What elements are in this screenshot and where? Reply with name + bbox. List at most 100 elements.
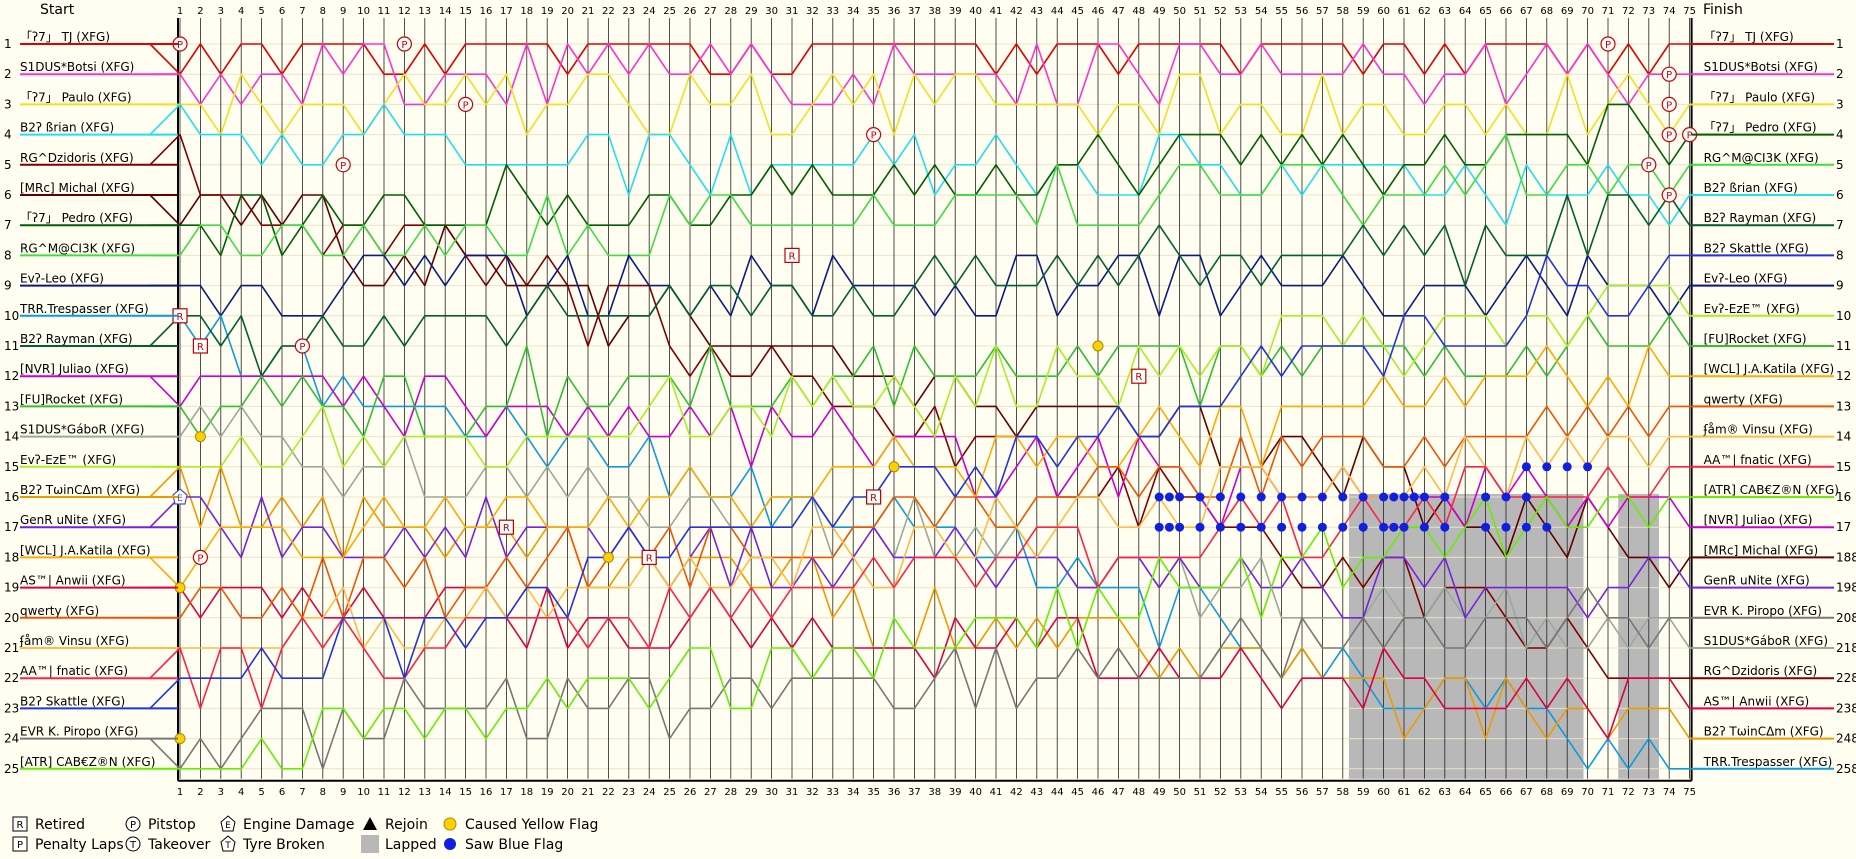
retired-marker-label: R <box>870 493 877 504</box>
lapped-region <box>1348 493 1584 779</box>
blue-flag-dot <box>1215 492 1225 502</box>
lap-tick-top: 56 <box>1296 6 1309 17</box>
pitstop-marker-label: P <box>1605 40 1611 51</box>
lap-tick-top: 23 <box>622 6 635 17</box>
blue-flag-dot <box>1277 492 1287 502</box>
lap-tick-bottom: 21 <box>582 787 595 798</box>
lap-tick-bottom: 60 <box>1377 787 1390 798</box>
finish-position-number: 17 <box>1836 520 1851 534</box>
pitstop-marker-label: P <box>1666 70 1672 81</box>
pitstop-marker-label: P <box>1687 131 1693 142</box>
lap-tick-top: 45 <box>1071 6 1084 17</box>
legend-symbol <box>363 817 377 830</box>
blue-flag-dot <box>1317 492 1327 502</box>
blue-flag-dot <box>1175 492 1185 502</box>
retired-marker <box>1131 368 1147 384</box>
finish-driver-name: 「ʔ7」 TJ (XFG) <box>1704 30 1794 44</box>
blue-flag-dot <box>1501 492 1511 502</box>
start-position-number: 25 <box>4 762 19 776</box>
blue-flag-dot <box>1419 522 1429 532</box>
lap-tick-top: 32 <box>806 6 819 17</box>
legend-label: Takeover <box>147 837 210 853</box>
blue-flag-dot <box>1521 462 1531 472</box>
lap-tick-bottom: 25 <box>663 787 676 798</box>
retired-marker <box>865 489 882 505</box>
blue-flag-dot <box>1481 492 1491 502</box>
legend-symbol-text: E <box>225 821 231 831</box>
retired-marker-label: R <box>1135 372 1142 383</box>
yellow-flag-marker <box>1092 340 1104 352</box>
blue-flag-dot <box>1338 492 1348 502</box>
lap-tick-top: 42 <box>1010 6 1023 17</box>
lap-tick-bottom: 45 <box>1071 787 1084 798</box>
start-position-number: 6 <box>4 188 12 202</box>
lap-tick-bottom: 71 <box>1602 787 1615 798</box>
finish-driver-name: B2ʔ ßrian (XFG) <box>1704 181 1798 195</box>
finish-header: Finish <box>1703 2 1743 18</box>
lap-tick-bottom: 48 <box>1132 787 1145 798</box>
start-position-number: 15 <box>4 460 19 474</box>
legend-symbol-text: P <box>130 820 136 831</box>
lap-tick-bottom: 61 <box>1398 787 1411 798</box>
finish-driver-name: GenR uNite (XFG) <box>1704 574 1810 588</box>
finish-position-number: 7 <box>1836 218 1844 232</box>
lap-tick-top: 4 <box>238 6 244 17</box>
pitstop-marker-label: P <box>401 40 407 51</box>
start-position-number: 3 <box>4 97 12 111</box>
blue-flag-dot <box>1236 522 1246 532</box>
pitstop-marker-label: P <box>871 131 877 142</box>
lap-tick-bottom: 50 <box>1173 787 1186 798</box>
lap-tick-bottom: 66 <box>1500 787 1513 798</box>
finish-position-number: 12 <box>1836 369 1851 383</box>
legend-label: Retired <box>35 817 85 833</box>
finish-position-number: 9 <box>1836 279 1844 293</box>
lap-tick-bottom: 13 <box>418 787 431 798</box>
lap-tick-bottom: 34 <box>847 787 860 798</box>
lap-tick-top: 43 <box>1030 6 1043 17</box>
driver-line <box>150 254 1720 317</box>
lap-tick-top: 67 <box>1520 6 1533 17</box>
start-driver-name: B2ʔ TωinCΔm (XFG) <box>20 483 140 497</box>
lap-tick-top: 8 <box>320 6 326 17</box>
retired-marker-label: R <box>197 342 204 353</box>
lap-tick-bottom: 30 <box>765 787 778 798</box>
lap-tick-bottom: 3 <box>218 787 224 798</box>
lap-tick-top: 50 <box>1173 6 1186 17</box>
lap-tick-top: 22 <box>602 6 615 17</box>
finish-position-number: 3 <box>1836 97 1844 111</box>
pitstop-marker <box>458 96 474 113</box>
lap-tick-top: 75 <box>1683 6 1696 17</box>
lap-tick-top: 6 <box>279 6 285 17</box>
retired-marker-label: R <box>646 553 653 564</box>
lap-tick-top: 5 <box>258 6 264 17</box>
lap-tick-bottom: 69 <box>1561 787 1574 798</box>
blue-flag-dot <box>1358 522 1368 532</box>
yellow-flag-marker <box>888 461 900 473</box>
legend-symbol-text: R <box>17 820 24 831</box>
lap-tick-top: 70 <box>1581 6 1594 17</box>
lap-tick-top: 39 <box>949 6 962 17</box>
blue-flag-dot <box>1562 462 1572 472</box>
start-position-number: 14 <box>4 430 19 444</box>
lap-tick-top: 65 <box>1479 6 1492 17</box>
retired-marker <box>498 519 514 535</box>
pitstop-marker-label: P <box>177 40 183 51</box>
lap-tick-top: 3 <box>218 6 224 17</box>
lap-tick-bottom: 70 <box>1581 787 1594 798</box>
lap-tick-bottom: 44 <box>1051 787 1064 798</box>
lap-tick-bottom: 33 <box>826 787 839 798</box>
pitstop-marker-label: P <box>340 161 346 172</box>
lap-tick-top: 74 <box>1663 6 1676 17</box>
finish-driver-name: [ATR] CAB€Z®N (XFG) <box>1704 483 1839 497</box>
start-driver-name: [FU]Rocket (XFG) <box>20 392 123 406</box>
finish-position-number: 5 <box>1836 158 1844 172</box>
lap-tick-bottom: 1 <box>177 787 183 798</box>
start-driver-name: B2ʔ Skattle (XFG) <box>20 694 125 708</box>
lap-tick-top: 10 <box>357 6 370 17</box>
lap-tick-top: 72 <box>1622 6 1635 17</box>
blue-flag-dot <box>1399 492 1409 502</box>
pitstop-marker-label: P <box>1666 131 1672 142</box>
lap-tick-top: 20 <box>561 6 574 17</box>
